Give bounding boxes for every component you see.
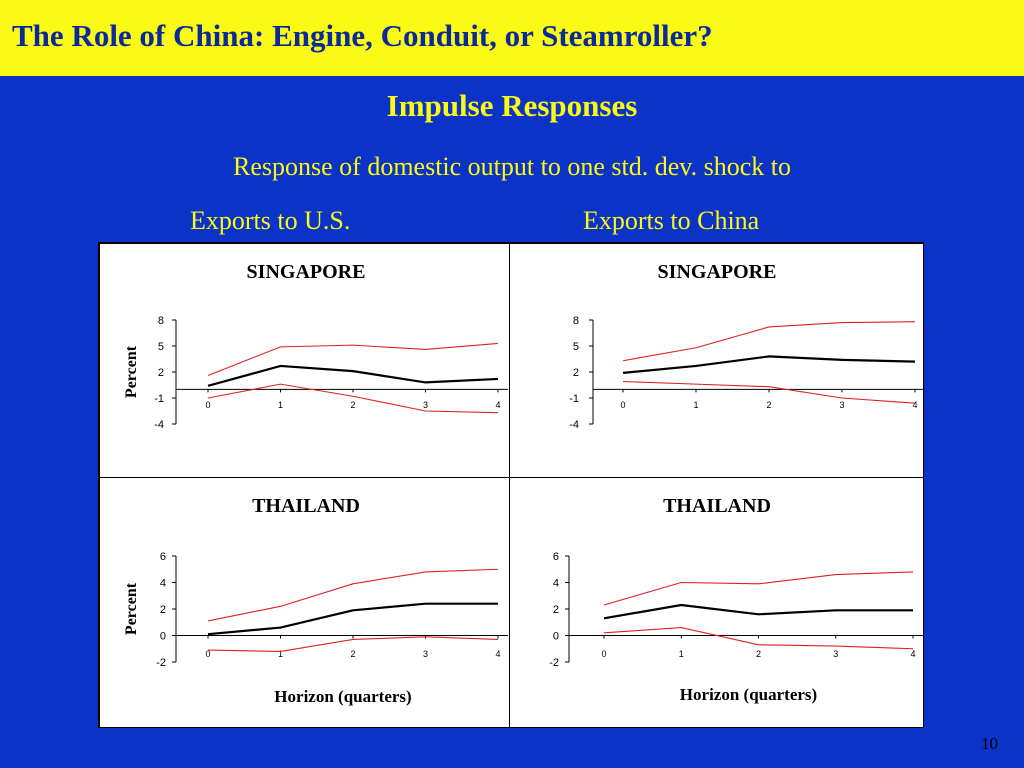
y-tick-label: 2 xyxy=(160,604,166,616)
right-column-heading: Exports to China xyxy=(583,206,760,235)
slide-title: The Role of China: Engine, Conduit, or S… xyxy=(12,18,713,53)
x-tick-label: 3 xyxy=(423,400,428,410)
y-tick-label: -1 xyxy=(154,393,164,405)
x-tick-label: 2 xyxy=(350,400,355,410)
series-line-lower xyxy=(622,380,916,404)
y-tick-label: 5 xyxy=(573,341,579,353)
y-tick-label: -1 xyxy=(569,393,579,405)
x-tick-label: 4 xyxy=(495,400,500,410)
slide-subtitle: Impulse Responses xyxy=(386,88,638,123)
y-tick-label: 0 xyxy=(553,631,559,643)
chart-title: THAILAND xyxy=(252,495,360,517)
title-bar: The Role of China: Engine, Conduit, or S… xyxy=(0,0,1024,76)
x-axis-label: Horizon (quarters) xyxy=(680,685,817,704)
y-axis-label: Percent xyxy=(123,582,140,635)
x-tick-label: 3 xyxy=(833,649,838,659)
y-tick-label: -4 xyxy=(154,419,164,431)
series-line-upper xyxy=(207,568,499,622)
x-tick-label: 3 xyxy=(839,400,844,410)
chart-thailand-us: THAILAND Percent Horizon (quarters) 6 4 2 0 -2 0… xyxy=(123,495,508,706)
chart-singapore-china: SINGAPORE 8 5 2 -1 -4 0 1 2 3 4 xyxy=(569,261,925,431)
y-tick-label: -4 xyxy=(569,419,579,431)
x-tick-label: 1 xyxy=(278,649,283,659)
y-axis-label: Percent xyxy=(123,345,140,398)
chart-singapore-us: SINGAPORE Percent 8 5 2 -1 -4 0 1 2 3 4 xyxy=(123,261,508,431)
y-tick-label: -2 xyxy=(549,657,559,669)
y-tick-label: 0 xyxy=(160,631,166,643)
series-line-upper xyxy=(603,571,914,606)
x-tick-label: 0 xyxy=(620,400,625,410)
left-column-heading: Exports to U.S. xyxy=(190,206,351,235)
y-tick-label: 4 xyxy=(160,578,166,590)
charts-panel xyxy=(98,242,924,728)
y-tick-label: 8 xyxy=(573,315,579,327)
chart-title: SINGAPORE xyxy=(658,261,777,283)
x-tick-label: 2 xyxy=(756,649,761,659)
chart-title: THAILAND xyxy=(663,495,771,517)
series-line-response xyxy=(603,603,913,620)
x-tick-label: 1 xyxy=(679,649,684,659)
series-line-lower xyxy=(207,636,499,652)
chart-title: SINGAPORE xyxy=(247,261,366,283)
x-tick-label: 2 xyxy=(350,649,355,659)
y-tick-label: 2 xyxy=(158,367,164,379)
y-tick-label: 2 xyxy=(573,367,579,379)
x-tick-label: 0 xyxy=(205,400,210,410)
slide-description: Response of domestic output to one std. … xyxy=(233,152,791,181)
x-tick-label: 4 xyxy=(495,649,500,659)
x-tick-label: 0 xyxy=(205,649,210,659)
series-line-lower xyxy=(207,383,499,414)
x-tick-label: 1 xyxy=(693,400,698,410)
chart-thailand-china: THAILAND Horizon (quarters) 6 4 2 0 -2 0 1 2 3 4 xyxy=(549,495,923,704)
series-line-upper xyxy=(207,342,499,376)
x-tick-label: 3 xyxy=(423,649,428,659)
x-tick-label: 4 xyxy=(910,649,915,659)
y-tick-label: 6 xyxy=(553,551,559,563)
y-tick-label: 5 xyxy=(158,341,164,353)
x-tick-label: 0 xyxy=(601,649,606,659)
page-number: 10 xyxy=(981,734,998,753)
x-tick-label: 1 xyxy=(278,400,283,410)
x-axis-label: Horizon (quarters) xyxy=(274,687,411,706)
y-tick-label: 2 xyxy=(553,604,559,616)
y-tick-label: 4 xyxy=(553,578,559,590)
series-line-upper xyxy=(622,321,916,362)
panel-thailand-china xyxy=(509,477,924,728)
y-tick-label: -2 xyxy=(156,657,166,669)
x-tick-label: 4 xyxy=(912,400,917,410)
y-tick-label: 6 xyxy=(160,551,166,563)
series-line-lower xyxy=(603,626,914,650)
x-tick-label: 2 xyxy=(766,400,771,410)
series-line-response xyxy=(207,364,499,387)
series-line-response xyxy=(622,355,916,374)
y-tick-label: 8 xyxy=(158,315,164,327)
series-line-response xyxy=(207,602,498,636)
